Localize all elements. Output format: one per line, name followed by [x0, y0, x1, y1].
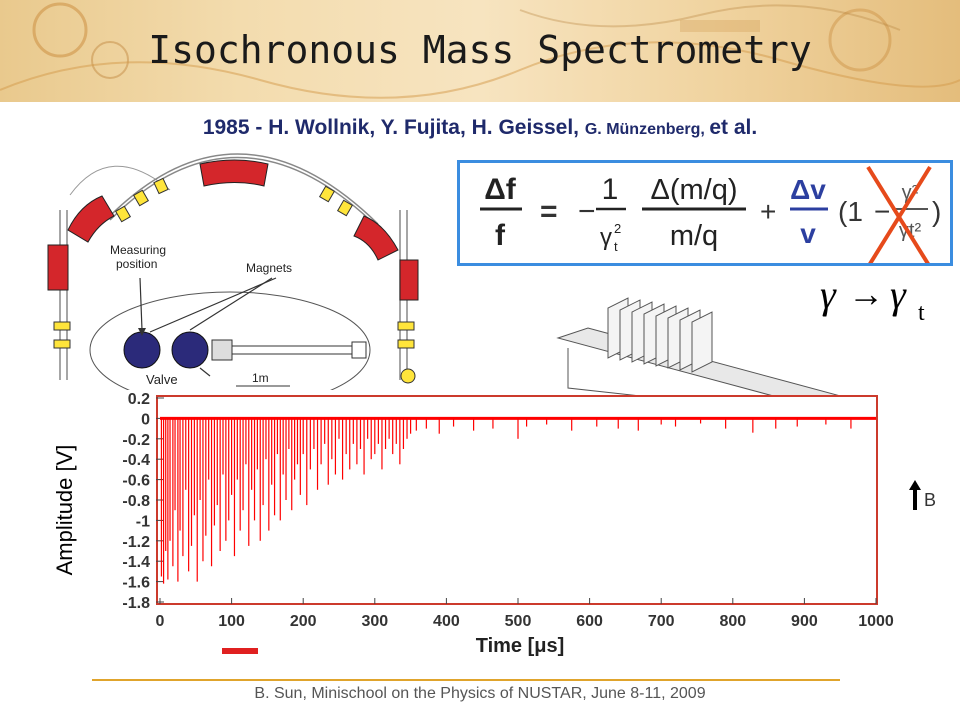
formula-coef-den: γ	[600, 224, 612, 251]
x-tick-label: 200	[290, 613, 317, 630]
formula-coef-sup: 2	[614, 221, 621, 236]
y-tick-label: -0.4	[122, 452, 150, 469]
y-tick-label: -1.4	[122, 554, 150, 571]
authors-end: et al.	[709, 116, 758, 139]
y-tick-label: -1.2	[122, 534, 150, 551]
formula-frac-num: γ²	[902, 182, 919, 204]
dipole-magnet	[67, 195, 115, 243]
quadrupole	[400, 368, 416, 384]
y-tick-label: -0.6	[122, 473, 150, 490]
formula: Δf f = − 1 γ 2 t Δ(m/q) m/q + Δv v (1 − …	[480, 165, 941, 269]
y-tick-label: -1.8	[122, 595, 150, 612]
authors-small: G. Münzenberg,	[584, 121, 710, 138]
dipole-magnet	[47, 244, 69, 291]
authors-line: 1985 - H. Wollnik, Y. Fujita, H. Geissel…	[0, 116, 960, 140]
authors-main: 1985 - H. Wollnik, Y. Fujita, H. Geissel…	[202, 116, 585, 139]
x-tick-label: 100	[218, 613, 245, 630]
dipole-magnet	[353, 215, 399, 261]
dipole-magnet	[399, 259, 419, 301]
y-tick-label: 0.2	[128, 391, 150, 408]
x-axis-label: Time [μs]	[476, 635, 565, 657]
field-label: B	[924, 490, 936, 510]
formula-minus: −	[578, 195, 596, 228]
gamma-left: γ	[820, 272, 837, 317]
label-position: position	[116, 257, 157, 271]
arrow-icon: →	[848, 274, 884, 314]
banner-decoration	[0, 2, 960, 99]
x-tick-label: 1000	[858, 613, 894, 630]
formula-box: Δf f = − 1 γ 2 t Δ(m/q) m/q + Δv v (1 − …	[457, 160, 953, 269]
x-tick-label: 300	[361, 613, 388, 630]
y-tick-label: -0.2	[122, 432, 150, 449]
gamma-sub: t	[918, 300, 925, 326]
formula-paren-minus: −	[874, 196, 890, 227]
plate-stack-diagram	[556, 297, 850, 408]
formula-lhs-den: f	[495, 219, 506, 252]
cross-line-2	[866, 165, 932, 269]
dipole-magnet	[199, 159, 269, 187]
x-tick-label: 800	[719, 613, 746, 630]
formula-mass-num: Δ(m/q)	[650, 174, 737, 206]
detector-magnet	[171, 331, 209, 369]
quadrupole	[153, 177, 169, 195]
signal-series	[160, 416, 876, 584]
gamma-relation: γ → γ t	[820, 272, 925, 326]
label-scale: 1m	[252, 371, 269, 385]
arrow-up-icon	[909, 480, 921, 490]
x-tick-label: 600	[576, 613, 603, 630]
quadrupole	[318, 185, 336, 203]
quadrupole	[53, 321, 71, 331]
title-banner	[0, 0, 960, 102]
b-field-indicator: B	[909, 480, 936, 510]
x-tick-label: 700	[648, 613, 675, 630]
label-valve: Valve	[146, 372, 178, 387]
x-tick-label: 400	[433, 613, 460, 630]
stray-red-mark	[222, 648, 258, 654]
formula-equals: =	[540, 195, 558, 228]
x-tick-label: 500	[505, 613, 532, 630]
formula-coef-sub: t	[614, 239, 618, 254]
formula-coef-num: 1	[602, 173, 619, 206]
amplitude-chart: 0.2 0 -0.2 -0.4 -0.6 -0.8 -1 -1.2 -1.4 -1.6 -1.8 0…	[52, 391, 894, 657]
label-measuring: Measuring	[110, 243, 166, 257]
page-title: Isochronous Mass Spectrometry	[148, 28, 812, 72]
quadrupole	[132, 189, 150, 207]
formula-paren-open: (1	[838, 196, 863, 227]
ring-diagram: Measuring position Magnets Valve 1m	[47, 153, 419, 390]
formula-vel-num: Δv	[790, 174, 826, 205]
plot-frame	[156, 395, 878, 605]
quadrupole	[336, 199, 354, 217]
y-tick-label: -1	[136, 513, 150, 530]
formula-paren-close: )	[932, 196, 941, 227]
quadrupole	[397, 321, 415, 331]
label-magnets: Magnets	[246, 261, 292, 275]
footer-divider	[92, 679, 840, 681]
x-axis: 0 100 200 300 400 500 600 700 800 900 1000	[156, 598, 894, 630]
y-tick-label: -1.6	[122, 575, 150, 592]
y-tick-label: 0	[141, 411, 150, 428]
footer-text: B. Sun, Minischool on the Physics of NUS…	[254, 685, 706, 702]
formula-lhs-num: Δf	[484, 173, 517, 206]
formula-plus: +	[760, 196, 776, 227]
detector-magnet	[123, 331, 161, 369]
gamma-right: γ	[890, 272, 907, 317]
y-tick-label: -0.8	[122, 493, 150, 510]
quadrupole	[397, 339, 415, 349]
quadrupole	[53, 339, 71, 349]
y-axis-label: Amplitude [V]	[52, 445, 77, 576]
x-tick-label: 0	[156, 613, 165, 630]
x-tick-label: 900	[791, 613, 818, 630]
formula-vel-den: v	[800, 218, 816, 249]
quadrupole	[114, 205, 132, 223]
y-axis: 0.2 0 -0.2 -0.4 -0.6 -0.8 -1 -1.2 -1.4 -1.6 -1.8	[122, 391, 164, 612]
formula-mass-den: m/q	[670, 220, 718, 252]
